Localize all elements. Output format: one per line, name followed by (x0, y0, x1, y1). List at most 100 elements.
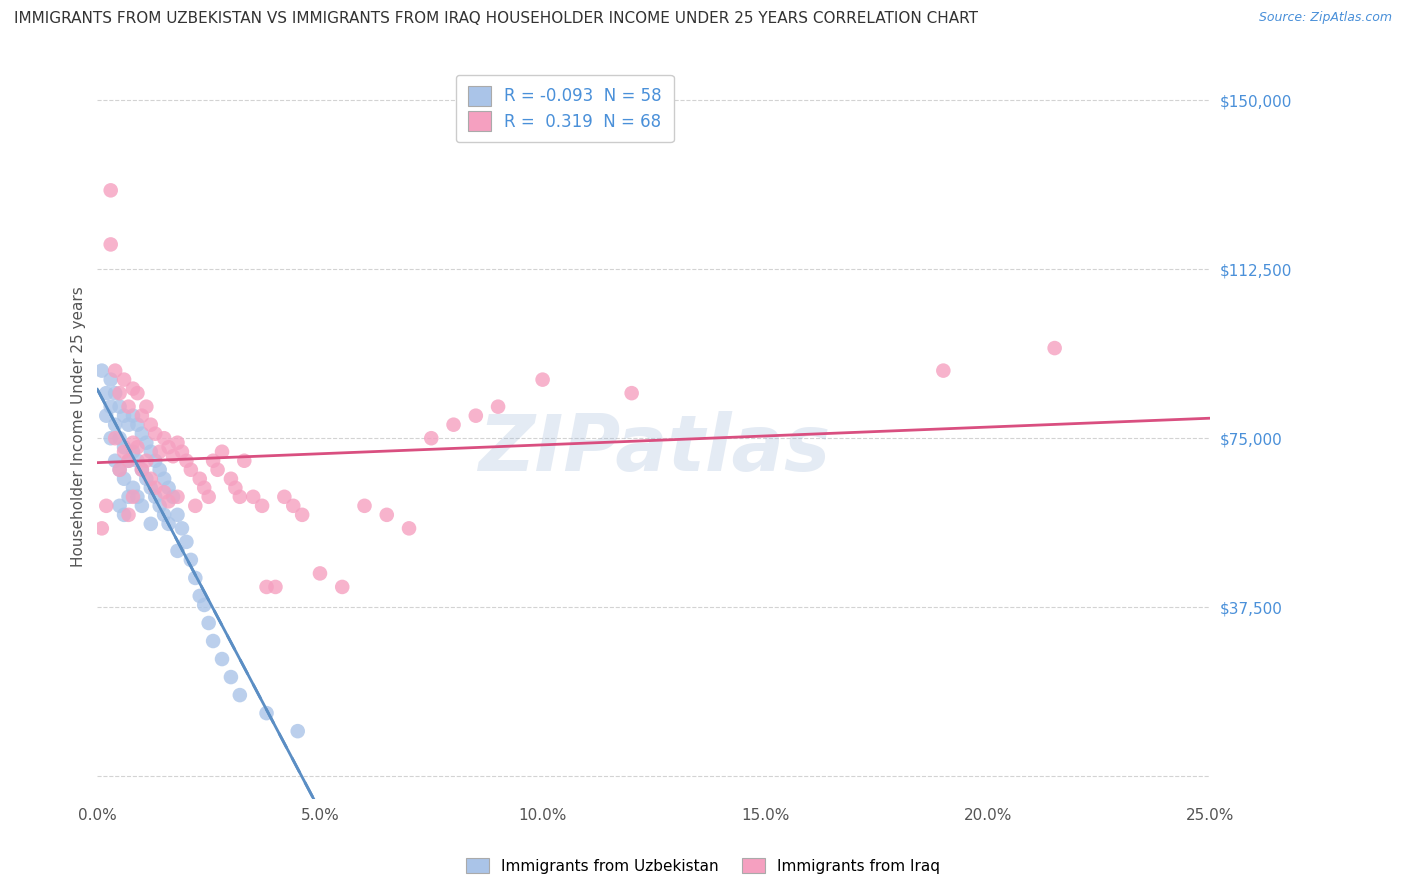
Point (157, 494, 180, 508)
Point (100, 183, 122, 197)
Point (166, 508, 188, 522)
Legend: Immigrants from Uzbekistan, Immigrants from Iraq: Immigrants from Uzbekistan, Immigrants f… (460, 852, 946, 880)
Point (219, 670, 242, 684)
Point (143, 490, 166, 504)
Point (143, 426, 166, 441)
Point (211, 652, 233, 666)
Point (143, 454, 166, 468)
Point (153, 485, 176, 500)
Point (131, 463, 153, 477)
Point (122, 444, 145, 458)
Point (330, 580, 353, 594)
Point (166, 544, 188, 558)
Point (149, 444, 172, 458)
Point (250, 499, 273, 513)
Point (127, 386, 149, 401)
Point (207, 463, 229, 477)
Point (122, 435, 145, 450)
Point (464, 409, 486, 423)
Point (620, 386, 643, 401)
Point (309, 566, 332, 581)
Point (117, 400, 139, 414)
Point (184, 499, 207, 513)
Point (108, 400, 131, 414)
Point (108, 386, 131, 401)
Point (108, 463, 131, 477)
Point (170, 444, 193, 458)
Point (108, 463, 131, 477)
Legend: R = -0.093  N = 58, R =  0.319  N = 68: R = -0.093 N = 58, R = 0.319 N = 68 (456, 75, 673, 143)
Point (100, 373, 122, 387)
Point (202, 454, 225, 468)
Point (188, 472, 211, 486)
Point (157, 440, 180, 454)
Point (153, 431, 176, 445)
Point (122, 382, 145, 396)
Point (117, 508, 139, 522)
Point (139, 444, 162, 458)
Point (932, 363, 955, 377)
Point (166, 435, 188, 450)
Point (127, 440, 149, 454)
Point (135, 472, 157, 486)
Point (90, 363, 112, 377)
Point (229, 688, 252, 702)
Point (131, 409, 153, 423)
Point (197, 490, 219, 504)
Point (122, 490, 145, 504)
Point (157, 516, 180, 531)
Text: IMMIGRANTS FROM UZBEKISTAN VS IMMIGRANTS FROM IRAQ HOUSEHOLDER INCOME UNDER 25 Y: IMMIGRANTS FROM UZBEKISTAN VS IMMIGRANTS… (14, 11, 979, 26)
Point (108, 499, 131, 513)
Point (162, 449, 184, 463)
Point (188, 589, 211, 603)
Point (176, 454, 198, 468)
Point (112, 508, 135, 522)
Point (122, 481, 145, 495)
Point (202, 634, 225, 648)
Point (135, 400, 157, 414)
Point (197, 615, 219, 630)
Text: ZIPatlas: ZIPatlas (478, 411, 830, 487)
Point (139, 481, 162, 495)
Point (104, 417, 127, 432)
Point (353, 499, 375, 513)
Point (135, 454, 157, 468)
Point (139, 516, 162, 531)
Point (149, 499, 172, 513)
Point (122, 409, 145, 423)
Point (100, 431, 122, 445)
Point (219, 472, 242, 486)
Point (135, 435, 157, 450)
Point (127, 417, 149, 432)
Point (112, 373, 135, 387)
Point (283, 499, 305, 513)
Point (256, 580, 278, 594)
Point (531, 373, 554, 387)
Point (96, 409, 118, 423)
Point (131, 463, 153, 477)
Point (420, 431, 443, 445)
Point (131, 499, 153, 513)
Y-axis label: Householder Income Under 25 years: Householder Income Under 25 years (72, 286, 86, 567)
Point (143, 481, 166, 495)
Point (193, 598, 215, 612)
Point (162, 490, 184, 504)
Point (108, 431, 131, 445)
Point (104, 454, 127, 468)
Point (153, 508, 176, 522)
Point (117, 454, 139, 468)
Point (139, 417, 162, 432)
Point (233, 454, 256, 468)
Point (100, 400, 122, 414)
Point (242, 490, 264, 504)
Point (90, 521, 112, 535)
Point (149, 463, 172, 477)
Point (166, 490, 188, 504)
Point (96, 499, 118, 513)
Point (112, 409, 135, 423)
Point (157, 481, 180, 495)
Point (211, 444, 233, 458)
Text: Source: ZipAtlas.com: Source: ZipAtlas.com (1258, 11, 1392, 24)
Point (104, 386, 127, 401)
Point (131, 426, 153, 441)
